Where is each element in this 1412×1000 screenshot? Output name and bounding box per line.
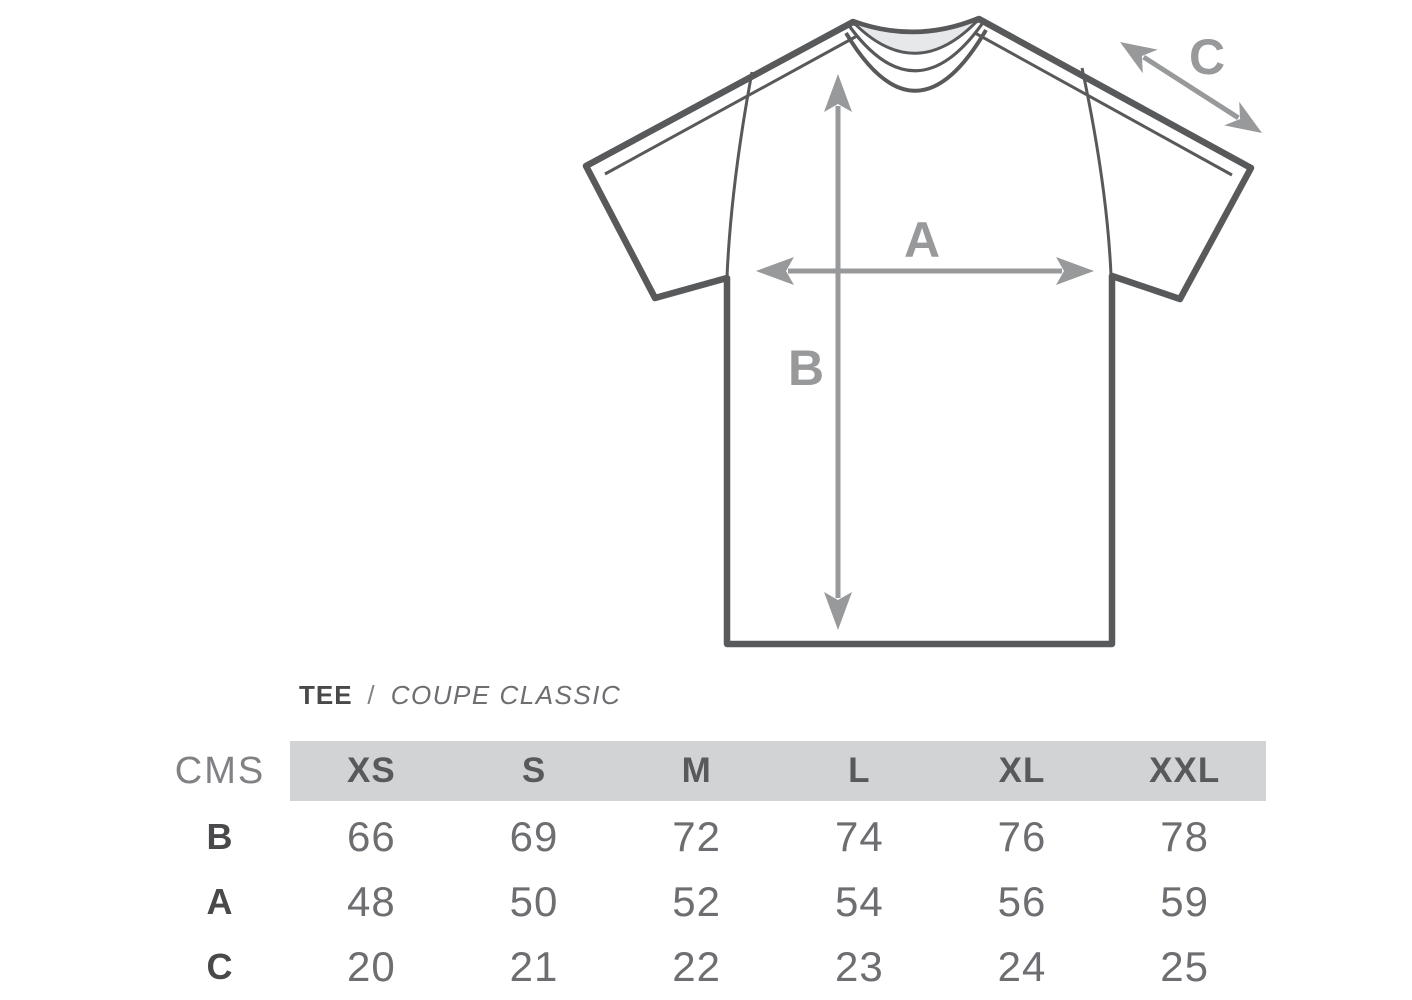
value-a-xxl: 59 bbox=[1160, 877, 1210, 925]
value-b-s: 69 bbox=[509, 812, 559, 860]
armhole-seam-right bbox=[1080, 67, 1113, 276]
value-b-xs: 66 bbox=[346, 812, 396, 860]
unit-label: CMS bbox=[174, 749, 266, 792]
col-header-s: S bbox=[452, 741, 616, 801]
value-b-xxl: 78 bbox=[1160, 812, 1210, 860]
title-separator: / bbox=[367, 680, 377, 710]
value-c-xl: 24 bbox=[997, 942, 1047, 990]
measure-label-b: B bbox=[788, 340, 824, 396]
value-a-s: 50 bbox=[509, 877, 559, 925]
value-c-l: 23 bbox=[834, 942, 884, 990]
product-name: TEE bbox=[299, 680, 353, 710]
row-label-b: B bbox=[206, 815, 234, 857]
col-header-l: L bbox=[778, 741, 941, 801]
measure-label-a: A bbox=[904, 212, 940, 268]
measure-label-c: C bbox=[1189, 29, 1225, 85]
col-header-xs: XS bbox=[290, 741, 453, 801]
product-title: TEE / COUPE CLASSIC bbox=[299, 680, 621, 711]
product-fit: COUPE CLASSIC bbox=[390, 680, 622, 710]
tshirt-outline bbox=[582, 15, 1255, 648]
value-c-s: 21 bbox=[509, 942, 559, 990]
value-b-m: 72 bbox=[672, 812, 722, 860]
value-b-xl: 76 bbox=[997, 812, 1047, 860]
row-label-c: C bbox=[206, 945, 234, 987]
size-table-body: B 66 69 72 74 76 78 A 48 50 52 54 56 59 … bbox=[150, 804, 1266, 999]
row-label-a: A bbox=[206, 880, 234, 922]
col-header-xl: XL bbox=[940, 741, 1104, 801]
armhole-seam-left bbox=[725, 71, 754, 278]
value-c-m: 22 bbox=[672, 942, 722, 990]
value-c-xs: 20 bbox=[346, 942, 396, 990]
collar-front-inner-curve bbox=[848, 23, 984, 73]
col-header-m: M bbox=[615, 741, 778, 801]
collar-back-shading bbox=[851, 17, 981, 55]
value-a-xs: 48 bbox=[346, 877, 396, 925]
tshirt-diagram: A B C bbox=[582, 15, 1262, 648]
shoulder-seam-left bbox=[604, 34, 858, 176]
shoulder-seam-right bbox=[974, 31, 1233, 177]
value-a-xl: 56 bbox=[997, 877, 1047, 925]
measure-arrow-a bbox=[756, 257, 1094, 285]
value-b-l: 74 bbox=[834, 812, 884, 860]
measure-arrow-c bbox=[1120, 42, 1262, 133]
collar-front-outer-curve bbox=[844, 28, 988, 93]
value-c-xxl: 25 bbox=[1160, 942, 1210, 990]
size-table-header: CMS XS S M L XL XXL bbox=[150, 741, 1266, 801]
measure-arrow-b bbox=[824, 74, 852, 630]
value-a-l: 54 bbox=[834, 877, 884, 925]
value-a-m: 52 bbox=[672, 877, 722, 925]
col-header-xxl: XXL bbox=[1103, 741, 1266, 801]
